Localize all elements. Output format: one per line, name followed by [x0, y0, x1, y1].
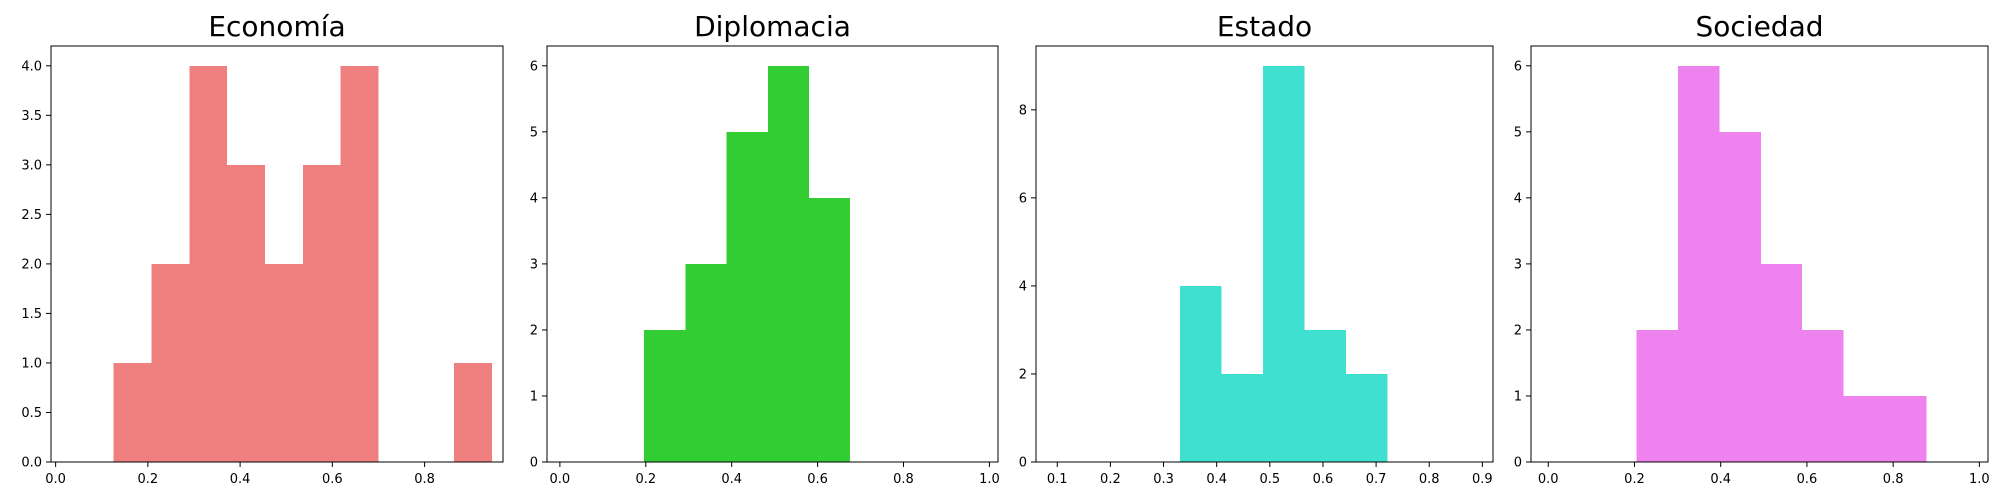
y-tick-label: 6 — [1019, 191, 1027, 206]
y-tick-label: 2 — [1514, 323, 1522, 338]
histogram-bar — [189, 65, 228, 463]
histogram-panel-1: 0.0 0.2 0.4 0.6 0.8 0.0 0.5 1.0 1.5 2.0 2.5 3.0 3.5 4… — [21, 10, 504, 487]
y-tick-label: 2.0 — [21, 257, 42, 272]
histogram-bar — [1304, 329, 1346, 462]
x-tick-label: 0.8 — [414, 472, 435, 487]
y-tick-label: 5 — [1514, 125, 1522, 140]
y-tick-label: 6 — [1514, 59, 1522, 74]
x-tick-label: 0.6 — [807, 472, 828, 487]
axes-frame — [50, 45, 504, 463]
panel-title: Economía — [208, 10, 345, 43]
x-tick-label: 1.0 — [979, 472, 1000, 487]
y-tick-label: 2.5 — [21, 208, 42, 223]
y-tick-label: 0.5 — [21, 406, 42, 421]
histogram-bar — [113, 362, 152, 462]
y-tick-label: 8 — [1019, 103, 1027, 118]
histogram-bar — [1760, 263, 1803, 462]
histogram-bar — [1180, 285, 1222, 462]
histogram-bar — [1678, 65, 1720, 463]
x-tick-label: 0.6 — [1313, 472, 1334, 487]
histogram-bar — [809, 197, 851, 462]
histogram-bar — [227, 164, 266, 462]
y-tick-label: 4 — [1514, 191, 1522, 206]
x-tick-label: 0.8 — [1419, 472, 1440, 487]
x-tick-label: 0.5 — [1259, 472, 1280, 487]
histogram-bar — [1719, 131, 1761, 463]
x-tick-label: 0.0 — [1538, 472, 1559, 487]
histogram-bar — [340, 65, 379, 463]
y-tick-label: 0 — [1019, 456, 1027, 471]
histogram-bar — [726, 131, 768, 463]
y-tick-label: 4.0 — [21, 59, 42, 74]
x-tick-label: 0.2 — [1624, 472, 1645, 487]
y-tick-label: 1.5 — [21, 307, 42, 322]
x-tick-label: 1.0 — [1969, 472, 1990, 487]
histogram-bar — [302, 164, 341, 462]
x-tick-label: 0.4 — [1206, 472, 1227, 487]
y-tick-label: 2 — [1019, 367, 1027, 382]
y-tick-label: 4 — [530, 191, 538, 206]
y-tick-label: 3.0 — [21, 158, 42, 173]
x-tick-label: 0.0 — [550, 472, 571, 487]
x-tick-label: 0.3 — [1153, 472, 1174, 487]
x-tick-label: 0.2 — [635, 472, 656, 487]
y-tick-label: 0 — [530, 456, 538, 471]
x-tick-label: 0.1 — [1047, 472, 1068, 487]
x-tick-label: 0.6 — [322, 472, 343, 487]
y-tick-label: 4 — [1019, 279, 1027, 294]
histogram-bar — [1802, 329, 1844, 462]
x-tick-label: 0.4 — [721, 472, 742, 487]
axes-frame — [1035, 45, 1494, 463]
x-tick-label: 0.9 — [1472, 472, 1493, 487]
histogram-bar — [644, 329, 686, 462]
histogram-bar — [151, 263, 190, 462]
panel-title: Diplomacia — [694, 10, 851, 43]
x-tick-label: 0.4 — [1710, 472, 1731, 487]
histogram-bar — [685, 263, 727, 462]
y-tick-label: 1 — [1514, 389, 1522, 404]
histogram-bar — [1843, 395, 1885, 462]
histogram-bar — [1262, 65, 1305, 463]
histogram-bar — [1884, 395, 1927, 462]
histogram-panel-4: 0.0 0.2 0.4 0.6 0.8 1.0 0 1 2 3 4 5 6 Sociedad — [1514, 10, 1990, 487]
x-tick-label: 0.7 — [1366, 472, 1387, 487]
histogram-panel-2: 0.0 0.2 0.4 0.6 0.8 1.0 0 1 2 3 4 5 6 Diplomacia — [530, 10, 1000, 487]
x-tick-label: 0.2 — [138, 472, 159, 487]
y-tick-label: 1 — [530, 389, 538, 404]
axes-frame — [546, 45, 999, 463]
axes-frame — [1530, 45, 1989, 463]
histogram-bar — [767, 65, 810, 463]
histogram-bar — [1345, 373, 1388, 462]
x-tick-label: 0.6 — [1797, 472, 1818, 487]
y-tick-label: 3 — [1514, 257, 1522, 272]
histogram-panel-3: 0.1 0.2 0.3 0.4 0.5 0.6 0.7 0.8 0.9 0 2 4 6 8 Estado — [1019, 10, 1494, 487]
y-tick-label: 6 — [530, 59, 538, 74]
y-tick-label: 3 — [530, 257, 538, 272]
y-tick-label: 2 — [530, 323, 538, 338]
y-tick-label: 3.5 — [21, 109, 42, 124]
y-tick-label: 5 — [530, 125, 538, 140]
y-tick-label: 0 — [1514, 456, 1522, 471]
x-tick-label: 0.8 — [893, 472, 914, 487]
x-tick-label: 0.4 — [230, 472, 251, 487]
x-tick-label: 0.0 — [45, 472, 66, 487]
panel-title: Sociedad — [1695, 10, 1823, 43]
y-tick-label: 0.0 — [21, 456, 42, 471]
x-tick-label: 0.8 — [1883, 472, 1904, 487]
histogram-bar — [454, 362, 492, 462]
histogram-bar — [1221, 373, 1263, 462]
x-tick-label: 0.2 — [1100, 472, 1121, 487]
panel-title: Estado — [1217, 10, 1312, 43]
histogram-bar — [1636, 329, 1679, 462]
histogram-bar — [265, 263, 303, 462]
y-tick-label: 1.0 — [21, 356, 42, 371]
